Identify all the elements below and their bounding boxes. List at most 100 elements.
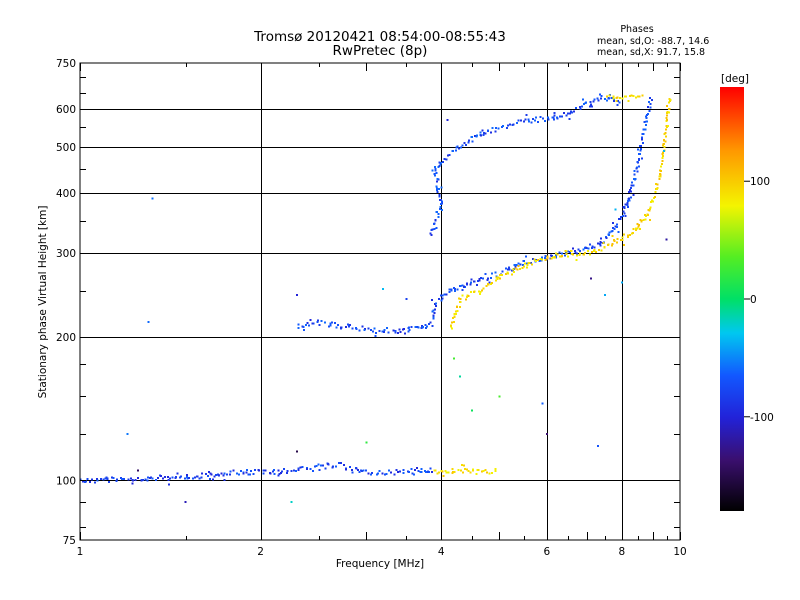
echo-point <box>447 471 450 474</box>
echo-point <box>575 254 578 257</box>
echo-point <box>435 210 438 213</box>
echo-point <box>470 409 473 412</box>
echo-point <box>629 186 632 189</box>
echo-point <box>512 271 515 274</box>
echo-point <box>614 225 617 228</box>
echo-point <box>387 331 390 334</box>
echo-point <box>420 325 423 328</box>
echo-point <box>560 252 563 255</box>
echo-point <box>405 298 408 301</box>
echo-point <box>608 97 611 100</box>
echo-point <box>430 471 433 474</box>
echo-point <box>342 463 345 466</box>
echo-point <box>539 258 542 261</box>
echo-point <box>484 469 487 472</box>
echo-point <box>659 169 662 172</box>
echo-point <box>410 325 413 328</box>
echo-point <box>438 193 441 196</box>
echo-point <box>355 467 358 470</box>
echo-point <box>434 219 437 222</box>
echo-point <box>126 433 129 436</box>
echo-point <box>375 331 378 334</box>
echo-point <box>100 478 103 481</box>
echo-point <box>622 206 625 209</box>
echo-point <box>455 146 458 149</box>
echo-point <box>407 330 410 333</box>
echo-point <box>508 268 511 271</box>
echo-point <box>535 116 538 119</box>
echo-point <box>354 326 357 329</box>
echo-point <box>398 470 401 473</box>
echo-point <box>93 481 96 484</box>
echo-point <box>461 284 464 287</box>
echo-point <box>453 315 456 318</box>
echo-point <box>500 274 503 277</box>
echo-point <box>273 468 276 471</box>
echo-point <box>524 118 527 121</box>
echo-point <box>587 247 590 250</box>
echo-point <box>394 330 397 333</box>
echo-point <box>414 325 417 328</box>
echo-point <box>271 470 274 473</box>
echo-point <box>458 305 461 308</box>
echo-point <box>508 123 511 126</box>
echo-point <box>473 290 476 293</box>
colorbar-label: [deg] <box>721 73 749 85</box>
echo-point <box>613 228 616 231</box>
echo-point <box>453 289 456 292</box>
echo-point <box>327 325 330 328</box>
echo-point <box>193 476 196 479</box>
echo-point <box>498 395 501 398</box>
echo-point <box>381 330 384 333</box>
echo-point <box>458 297 461 300</box>
echo-point <box>541 258 544 261</box>
echo-point <box>640 220 643 223</box>
echo-point <box>438 195 441 198</box>
echo-point <box>639 145 642 148</box>
echo-point <box>452 317 455 320</box>
echo-point <box>293 469 296 472</box>
echo-point <box>570 249 573 252</box>
echo-point <box>569 112 572 115</box>
echo-point <box>659 173 662 176</box>
echo-point <box>445 158 448 161</box>
echo-point <box>104 477 107 480</box>
echo-point <box>157 477 160 480</box>
echo-point <box>437 165 440 168</box>
echo-point <box>142 479 145 482</box>
echo-point <box>608 94 611 97</box>
echo-point <box>665 114 668 117</box>
echo-point <box>434 174 437 177</box>
echo-point <box>582 98 585 101</box>
echo-point <box>465 298 468 301</box>
echo-point <box>517 119 520 122</box>
echo-point <box>432 309 435 312</box>
echo-point <box>386 327 389 330</box>
echo-point <box>470 278 473 281</box>
echo-point <box>637 148 640 151</box>
colorbar-tick-label: 0 <box>750 294 757 306</box>
echo-point <box>488 472 491 475</box>
echo-point <box>600 95 603 98</box>
echo-point <box>434 469 437 472</box>
chart-title: Tromsø 20120421 08:54:00-08:55:43 <box>253 29 506 45</box>
echo-point <box>297 467 300 470</box>
echo-point <box>544 258 547 261</box>
echo-point <box>345 326 348 329</box>
echo-point <box>494 469 497 472</box>
echo-point <box>304 323 307 326</box>
echo-point <box>494 271 497 274</box>
echo-point <box>453 471 456 474</box>
echo-point <box>656 183 659 186</box>
echo-point <box>280 470 283 473</box>
echo-point <box>534 260 537 263</box>
echo-point <box>507 272 510 275</box>
echo-point <box>627 200 630 203</box>
echo-point <box>600 97 603 100</box>
echo-point <box>496 277 499 280</box>
echo-point <box>451 150 454 153</box>
echo-point <box>431 325 434 328</box>
echo-point <box>628 199 631 202</box>
echo-point <box>286 470 289 473</box>
echo-point <box>654 182 657 185</box>
